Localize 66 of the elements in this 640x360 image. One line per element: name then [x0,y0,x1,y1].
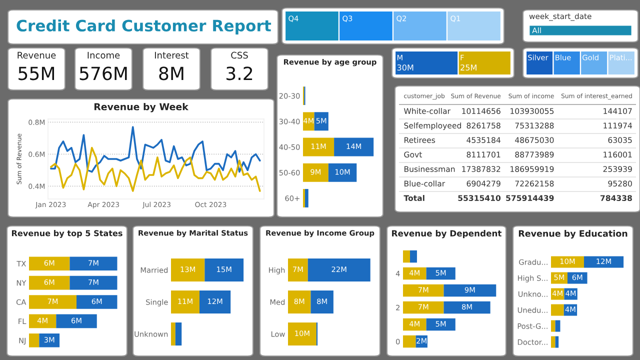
bar [288,322,316,346]
bar [29,314,56,328]
bar [403,267,426,280]
bar [555,336,559,348]
bar [304,188,308,208]
bar [551,256,584,268]
bar [410,250,417,263]
chart-title: Revenue by Dependent [392,230,502,238]
line-series [50,146,261,192]
bar [303,163,328,182]
text: Credit Card Customer Report [16,19,272,35]
bar [29,276,70,290]
line-series [50,126,261,173]
bar [403,335,416,348]
data-label: 30M [397,64,414,71]
chart-title: Revenue by Week [94,103,189,112]
text: CSS [231,52,248,59]
bar [328,163,357,182]
bar [303,112,314,131]
bar [171,322,176,346]
text: 576M [80,66,127,80]
bar [29,256,70,271]
text: 3.2 [226,66,252,80]
bar [584,256,624,268]
bar [175,322,182,346]
chart-title: Revenue by Education [518,230,628,239]
bar [171,290,200,314]
bar [288,290,311,314]
text: 8M [159,66,184,80]
bar [567,272,588,284]
bar [310,290,334,314]
bar [29,333,40,348]
bar [403,284,444,297]
bar [70,276,118,290]
bar [403,301,444,314]
bar [426,267,456,280]
bar [444,284,496,297]
bar [70,256,118,271]
text: 55M [18,66,54,80]
bar [76,295,118,309]
text: Interest [154,52,189,59]
bar [551,336,556,348]
chart-title: Revenue by top 5 States [12,230,122,238]
bar [551,304,564,316]
bar [426,318,456,331]
bar [200,290,231,314]
bar [171,258,205,282]
text: Revenue [18,52,56,59]
text: Income [88,52,120,59]
data-label: 25M [460,64,476,71]
bar [288,258,308,282]
bar [403,318,426,331]
bar [56,314,97,328]
bar [403,250,410,263]
bar [303,138,334,156]
bar [204,258,244,282]
bar [334,138,374,156]
bar [39,333,60,348]
bar [308,258,370,282]
bar [551,320,556,332]
bar [29,295,77,309]
bar [314,112,328,131]
bar [551,272,568,284]
bar [444,301,490,314]
bar [564,288,578,300]
bar [555,320,560,332]
